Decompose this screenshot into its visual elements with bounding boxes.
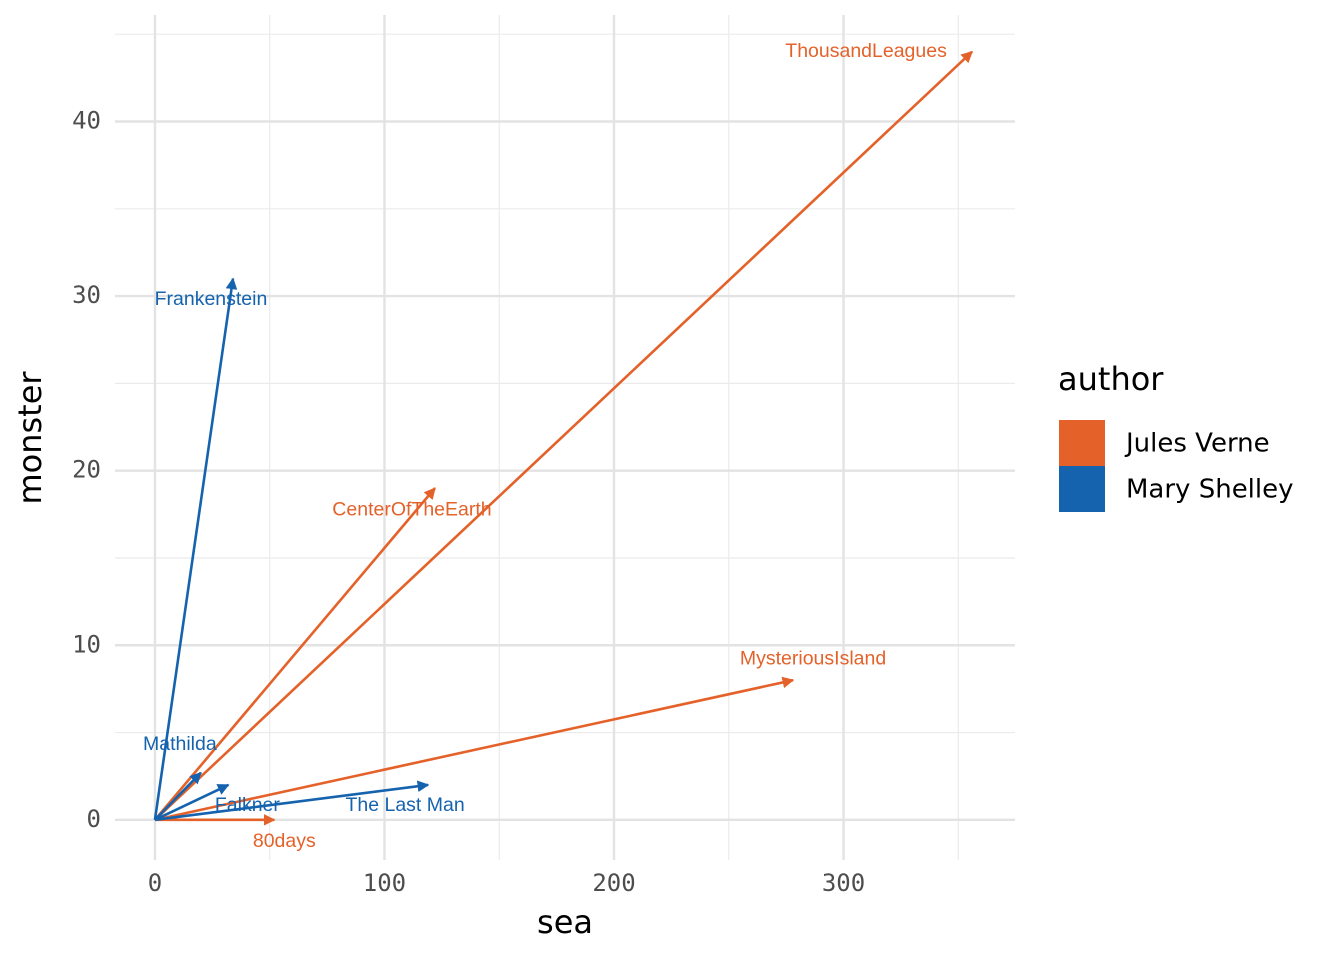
legend-label: Jules Verne	[1124, 429, 1270, 459]
y-tick-label: 20	[72, 456, 101, 484]
x-tick-label: 0	[148, 869, 162, 897]
legend: Jules Verne Mary Shelley	[1059, 420, 1294, 512]
arrow	[154, 780, 430, 822]
legend-title: author	[1058, 360, 1164, 398]
y-tick-label: 30	[72, 281, 101, 309]
x-tick-label: 100	[363, 869, 406, 897]
point-label: Falkner	[215, 794, 281, 816]
x-tick-label: 200	[592, 869, 635, 897]
point-label: ThousandLeagues	[785, 40, 947, 62]
arrow	[154, 771, 202, 821]
point-label: Mathilda	[143, 733, 217, 755]
point-label: Frankenstein	[155, 288, 268, 310]
marks	[153, 50, 973, 826]
point-label: CenterOfTheEarth	[332, 498, 491, 520]
y-axis-title: monster	[11, 371, 49, 505]
grid	[115, 15, 1015, 860]
legend-key	[1059, 420, 1105, 466]
point-label: 80days	[253, 830, 316, 852]
x-axis-title: sea	[537, 903, 593, 941]
point-label: MysteriousIsland	[740, 647, 886, 669]
legend-key	[1059, 466, 1105, 512]
arrow	[154, 783, 230, 822]
arrow	[153, 487, 436, 821]
arrow	[154, 676, 795, 822]
arrow	[153, 277, 238, 821]
point-label: The Last Man	[345, 794, 464, 816]
point-labels: ThousandLeagues CenterOfTheEarth Mysteriou…	[143, 40, 947, 852]
y-tick-label: 40	[72, 106, 101, 134]
x-tick-label: 300	[822, 869, 865, 897]
legend-label: Mary Shelley	[1126, 475, 1294, 505]
y-tick-label: 0	[87, 805, 101, 833]
arrow	[154, 50, 973, 821]
y-tick-label: 10	[72, 630, 101, 658]
